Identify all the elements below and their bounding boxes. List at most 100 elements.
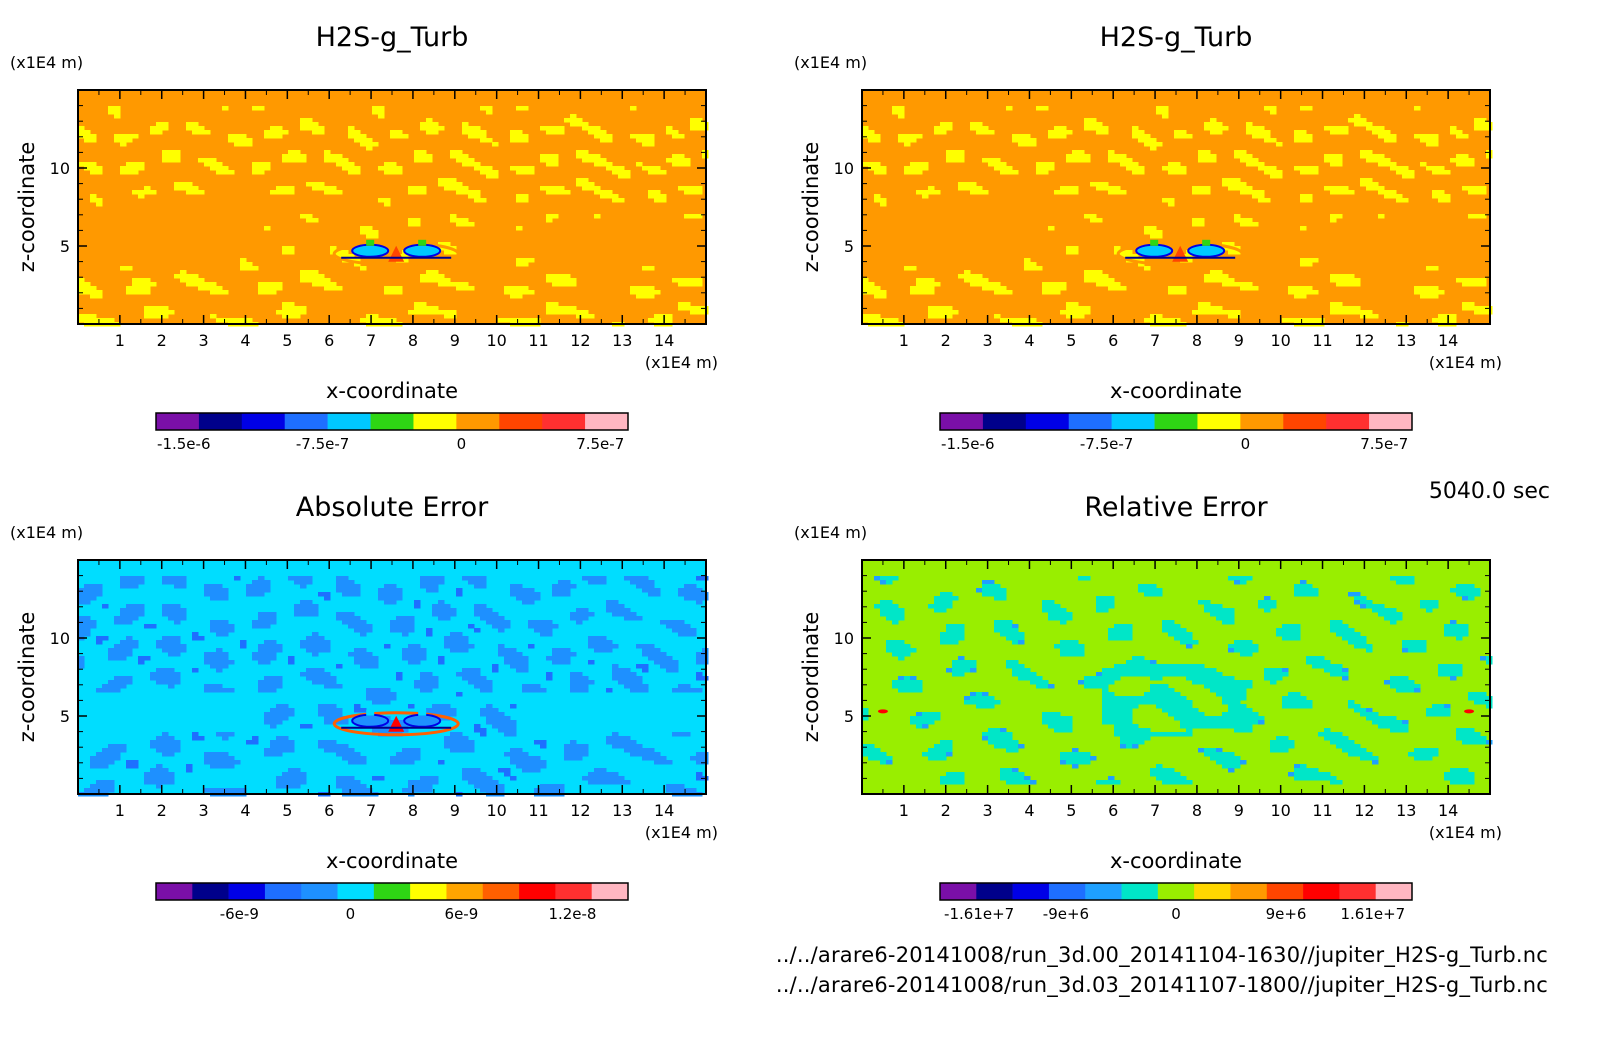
field-cell xyxy=(1468,780,1475,785)
field-cell xyxy=(1330,302,1337,307)
field-cell xyxy=(1312,166,1319,171)
field-cell xyxy=(1132,728,1139,733)
field-cell xyxy=(1168,668,1175,673)
field-cell xyxy=(672,624,679,629)
field-cell xyxy=(528,290,535,295)
field-cell xyxy=(582,676,589,681)
field-cell xyxy=(102,318,109,323)
field-cell xyxy=(336,162,343,167)
field-cell xyxy=(534,740,541,745)
field-cell xyxy=(570,310,577,315)
field-cell xyxy=(402,760,409,765)
field-cell xyxy=(564,752,571,757)
field-cell xyxy=(940,636,947,641)
field-cell xyxy=(354,784,361,789)
field-cell xyxy=(396,616,403,621)
field-cell xyxy=(994,700,1001,705)
field-cell xyxy=(690,214,697,219)
field-cell xyxy=(1318,664,1325,669)
field-cell xyxy=(1156,700,1163,705)
field-cell xyxy=(522,764,529,769)
field-cell xyxy=(1408,752,1415,757)
panel-1: H2S-g_Turb(x1E4 m)1 2 3 4 5 6 7 8 9 10 11 12 13 14(x1… xyxy=(10,22,718,453)
field-cell xyxy=(1444,708,1451,713)
field-cell xyxy=(648,294,655,299)
field-cell xyxy=(408,648,415,653)
field-cell xyxy=(312,130,319,135)
field-cell xyxy=(1114,668,1121,673)
field-cell xyxy=(258,612,265,617)
field-cell xyxy=(636,290,643,295)
field-cell xyxy=(1078,652,1085,657)
field-cell xyxy=(1138,732,1145,737)
field-cell xyxy=(952,150,959,155)
field-cell xyxy=(462,772,469,777)
field-cell xyxy=(1270,740,1277,745)
field-cell xyxy=(1222,724,1229,729)
field-cell xyxy=(402,648,409,653)
field-cell xyxy=(384,700,391,705)
field-cell xyxy=(922,724,929,729)
field-cell xyxy=(252,162,259,167)
field-cell xyxy=(1372,608,1379,613)
field-cell xyxy=(378,114,385,119)
colorbar-segment xyxy=(585,413,629,430)
field-cell xyxy=(264,676,271,681)
field-cell xyxy=(1456,130,1463,135)
colorbar-frame xyxy=(155,412,629,431)
feature-patch xyxy=(366,709,375,716)
field-cell xyxy=(970,282,977,287)
field-cell xyxy=(910,134,917,139)
field-cell xyxy=(498,788,505,793)
field-cell xyxy=(240,138,247,143)
field-cell xyxy=(1396,676,1403,681)
field-cell xyxy=(78,592,85,597)
field-cell xyxy=(1030,262,1037,267)
colorbar-tick-label: -1.61e+7 xyxy=(944,905,1014,923)
field-cell xyxy=(534,684,541,689)
field-cell xyxy=(504,648,511,653)
field-cell xyxy=(264,620,271,625)
field-cell xyxy=(636,286,643,291)
field-cell xyxy=(498,784,505,789)
field-cell xyxy=(138,612,145,617)
field-cell xyxy=(426,584,433,589)
field-cell xyxy=(1168,712,1175,717)
field-cell xyxy=(1036,684,1043,689)
field-cell xyxy=(456,632,463,637)
feature-lobe xyxy=(351,243,390,258)
field-cell xyxy=(408,624,415,629)
field-cell xyxy=(1174,664,1181,669)
field-cell xyxy=(1438,166,1445,171)
field-cell xyxy=(1162,624,1169,629)
field-cell xyxy=(300,724,307,729)
field-cell xyxy=(540,632,547,637)
field-cell xyxy=(1120,672,1127,677)
field-cell xyxy=(636,688,643,693)
field-cell xyxy=(868,162,875,167)
field-cell xyxy=(270,130,277,135)
field-cell xyxy=(970,660,977,665)
field-cell xyxy=(564,310,571,315)
field-cell xyxy=(342,744,349,749)
field-cell xyxy=(1138,588,1145,593)
field-cell xyxy=(414,748,421,753)
field-cell xyxy=(1168,202,1175,207)
field-cell xyxy=(552,624,559,629)
field-cell xyxy=(360,138,367,143)
field-cell xyxy=(1366,186,1373,191)
disturbance-feature xyxy=(332,709,460,737)
field-cell xyxy=(1474,306,1481,311)
field-cell xyxy=(216,592,223,597)
field-cell xyxy=(612,664,619,669)
field-cell xyxy=(432,576,439,581)
field-cell xyxy=(1150,768,1157,773)
field-cell xyxy=(342,588,349,593)
field-cell xyxy=(1360,122,1367,127)
field-cell xyxy=(648,286,655,291)
field-cell xyxy=(474,680,481,685)
field-cell xyxy=(1222,612,1229,617)
field-cell xyxy=(258,616,265,621)
field-cell xyxy=(1306,776,1313,781)
field-cell xyxy=(1264,134,1271,139)
